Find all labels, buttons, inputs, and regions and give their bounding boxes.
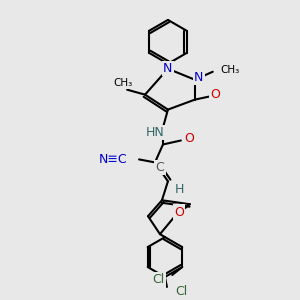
Text: Cl: Cl	[152, 274, 164, 286]
Text: O: O	[184, 132, 194, 145]
Text: H: H	[175, 183, 184, 196]
Text: HN: HN	[146, 126, 164, 139]
Text: CH₃: CH₃	[113, 78, 133, 88]
Text: N: N	[194, 71, 203, 84]
Text: N: N	[163, 62, 172, 75]
Text: O: O	[174, 206, 184, 219]
Text: CH₃: CH₃	[221, 65, 240, 75]
Text: C: C	[156, 161, 164, 174]
Text: Cl: Cl	[175, 285, 187, 298]
Text: N≡C: N≡C	[98, 153, 127, 166]
Text: O: O	[210, 88, 220, 101]
